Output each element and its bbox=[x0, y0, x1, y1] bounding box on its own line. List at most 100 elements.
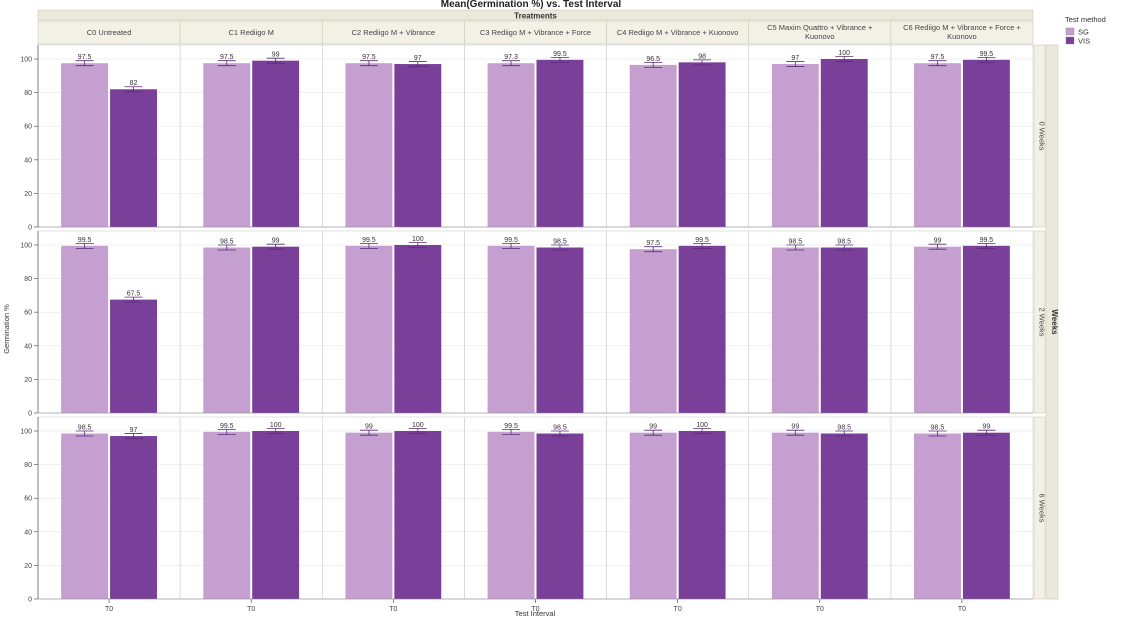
bar-vis bbox=[962, 245, 1010, 413]
data-label: 97.3 bbox=[504, 54, 518, 61]
legend-title: Test method bbox=[1065, 15, 1106, 24]
bar-vis bbox=[252, 246, 300, 413]
legend-label: SG bbox=[1078, 27, 1089, 36]
data-label: 98 bbox=[698, 53, 706, 60]
panel-frame bbox=[321, 44, 465, 228]
bar-sg bbox=[203, 63, 251, 228]
bar-vis bbox=[820, 247, 868, 413]
bar-sg bbox=[629, 64, 677, 227]
bar-sg bbox=[61, 433, 109, 599]
panel-frame bbox=[890, 230, 1034, 414]
panel-frame bbox=[748, 44, 892, 228]
week-strip-label: 2 Weeks bbox=[1038, 307, 1047, 336]
bar-sg bbox=[487, 245, 535, 413]
x-tick-label: T0 bbox=[531, 606, 539, 613]
bar-sg bbox=[345, 245, 393, 413]
data-label: 67.5 bbox=[127, 291, 141, 298]
y-tick-label: 100 bbox=[20, 57, 32, 64]
data-label: 97 bbox=[791, 55, 799, 62]
data-label: 99.5 bbox=[980, 51, 994, 58]
y-tick-label: 80 bbox=[24, 462, 32, 469]
data-label: 98.5 bbox=[837, 425, 851, 432]
data-label: 100 bbox=[412, 422, 424, 429]
x-tick-label: T0 bbox=[389, 606, 397, 613]
bar-sg bbox=[487, 63, 535, 228]
bar-sg bbox=[203, 247, 251, 413]
bar-vis bbox=[110, 89, 157, 228]
week-strip-label: 6 Weeks bbox=[1038, 493, 1047, 522]
chart-title: Mean(Germination %) vs. Test Interval bbox=[441, 0, 622, 10]
bar-vis bbox=[110, 299, 157, 413]
data-label: 99 bbox=[649, 424, 657, 431]
bar-vis bbox=[252, 431, 300, 599]
panel-frame bbox=[606, 230, 750, 414]
data-label: 97 bbox=[414, 55, 422, 62]
bar-vis bbox=[394, 245, 442, 413]
panel-frame bbox=[890, 416, 1034, 600]
y-tick-label: 80 bbox=[24, 276, 32, 283]
data-label: 99 bbox=[365, 424, 373, 431]
data-label: 82 bbox=[130, 80, 138, 87]
data-label: 100 bbox=[696, 422, 708, 429]
bar-sg bbox=[771, 247, 819, 413]
bar-sg bbox=[61, 63, 109, 228]
bar-sg bbox=[771, 64, 819, 227]
data-label: 97 bbox=[130, 427, 138, 434]
bar-vis bbox=[252, 60, 300, 228]
x-tick-label: T0 bbox=[105, 606, 113, 613]
bar-sg bbox=[629, 432, 677, 599]
treatment-header-label: C4 Rediigo M + Vibrance + Kuonovo bbox=[617, 28, 739, 37]
week-strip-label: 0 Weeks bbox=[1038, 121, 1047, 150]
y-tick-label: 40 bbox=[24, 157, 32, 164]
bar-vis bbox=[394, 64, 442, 227]
bar-vis bbox=[678, 431, 726, 599]
bar-vis bbox=[678, 245, 726, 413]
treatment-header-cell bbox=[890, 20, 1034, 45]
bar-sg bbox=[487, 431, 535, 599]
y-tick-label: 20 bbox=[24, 563, 32, 570]
y-tick-label: 20 bbox=[24, 377, 32, 384]
bar-sg bbox=[629, 249, 677, 413]
facet-right-header-label: Weeks bbox=[1050, 309, 1059, 335]
bar-vis bbox=[962, 432, 1010, 599]
bar-vis bbox=[110, 436, 157, 599]
treatment-header-label: C1 Rediigo M bbox=[228, 28, 273, 37]
panel-frame bbox=[37, 44, 181, 228]
y-tick-label: 40 bbox=[24, 529, 32, 536]
legend-swatch bbox=[1065, 27, 1075, 36]
legend-label: VIS bbox=[1078, 36, 1090, 45]
x-tick-label: T0 bbox=[674, 606, 682, 613]
x-tick-label: T0 bbox=[816, 606, 824, 613]
panel-frame bbox=[606, 44, 750, 228]
treatment-header-label: C0 Untreated bbox=[87, 28, 132, 37]
y-tick-label: 60 bbox=[24, 496, 32, 503]
bar-sg bbox=[61, 245, 109, 413]
data-label: 96.5 bbox=[646, 56, 660, 63]
data-label: 97.5 bbox=[362, 54, 376, 61]
data-label: 99 bbox=[272, 238, 280, 245]
y-tick-label: 40 bbox=[24, 343, 32, 350]
treatment-header-label: C5 Maxim Quattro + Vibrance + bbox=[767, 23, 873, 32]
bar-sg bbox=[914, 63, 961, 228]
treatment-header-label: Kuonovo bbox=[947, 32, 977, 41]
panel-frame bbox=[321, 416, 465, 600]
facet-top-header-label: Treatments bbox=[514, 12, 557, 21]
data-label: 97.5 bbox=[931, 54, 945, 61]
bar-vis bbox=[394, 431, 442, 599]
data-label: 99.5 bbox=[553, 51, 567, 58]
bar-vis bbox=[820, 433, 868, 599]
panel-frame bbox=[464, 416, 607, 600]
y-tick-label: 0 bbox=[28, 597, 32, 604]
y-tick-label: 80 bbox=[24, 90, 32, 97]
data-label: 99.5 bbox=[220, 423, 234, 430]
data-label: 99.5 bbox=[78, 237, 92, 244]
data-label: 99.5 bbox=[362, 237, 376, 244]
y-axis-title: Germination % bbox=[2, 304, 11, 354]
x-tick-label: T0 bbox=[958, 606, 966, 613]
data-label: 98.5 bbox=[789, 239, 803, 246]
data-label: 100 bbox=[838, 50, 850, 57]
panel-frame bbox=[890, 44, 1034, 228]
panel-frame bbox=[179, 416, 323, 600]
